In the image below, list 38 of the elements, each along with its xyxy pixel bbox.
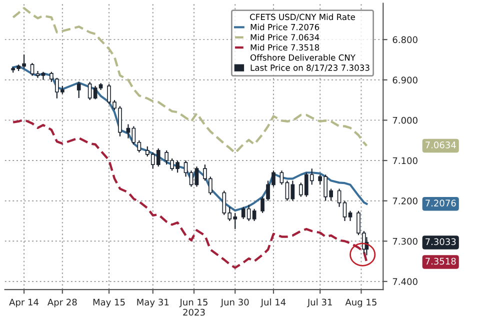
y-tick-label: 6.800 — [392, 36, 418, 44]
text: 7.2076 — [426, 200, 456, 207]
y-tick-label: 7.200 — [392, 198, 418, 204]
x-tick-label: Aug 15 — [345, 298, 376, 308]
candlestick — [280, 170, 284, 186]
x-tick-label: May 15 — [93, 298, 125, 308]
candlestick — [285, 180, 290, 202]
x-tick-label: Apr 14 — [9, 298, 39, 308]
text: 7.3033 — [426, 238, 456, 246]
legend-label: Mid Price 7.0634 — [250, 34, 320, 40]
legend-label: Mid Price 7.3518 — [250, 44, 320, 51]
text: 7.0634 — [426, 142, 456, 148]
candlestick — [36, 70, 40, 78]
x-tick-label: Apr 28 — [48, 298, 77, 308]
legend-label: Last Price on 8/17/23 7.3033 — [250, 64, 370, 72]
candlestick — [189, 170, 194, 188]
y-tick-label: 6.900 — [392, 76, 418, 84]
x-tick-label: Jun 30 — [220, 298, 249, 308]
y-tick-label: 7.100 — [392, 157, 418, 164]
line-series — [12, 7, 368, 154]
annotation: Offshore Deliverable CNY — [250, 54, 356, 61]
y-tick-label: 7.400 — [392, 278, 418, 286]
candlestick — [348, 210, 352, 222]
text: 7.3518 — [426, 258, 456, 265]
y-tick-label: 7.000 — [392, 116, 418, 124]
candlestick — [194, 166, 199, 188]
y-tick-label: 7.300 — [392, 238, 418, 245]
legend-label: Mid Price 7.2076 — [250, 24, 320, 30]
x-tick-label: Jul 31 — [307, 298, 332, 308]
candlestick — [30, 62, 34, 76]
x-tick-label: Jun 15 2023 — [179, 298, 208, 316]
candlestick — [76, 81, 81, 99]
candlestick — [342, 200, 347, 222]
candlestick — [184, 160, 188, 178]
x-tick-label: Jul 14 — [260, 298, 286, 308]
x-tick-label: May 31 — [137, 298, 169, 308]
candlestick — [337, 188, 342, 208]
legend-title: CFETS USD/CNY Mid Rate — [250, 14, 355, 21]
